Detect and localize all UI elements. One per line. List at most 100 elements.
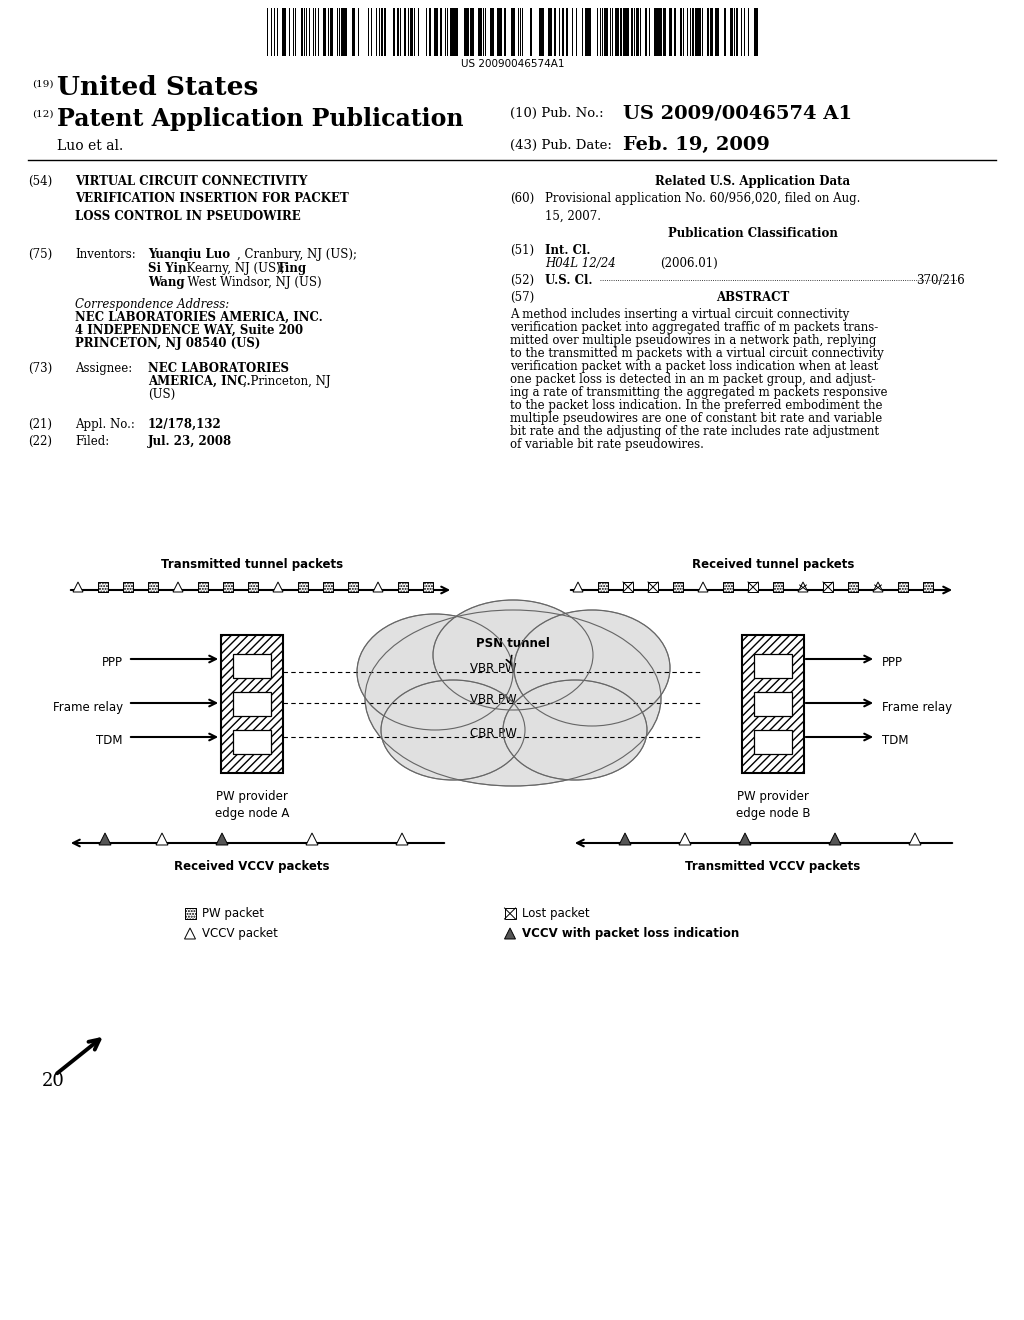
Text: Received VCCV packets: Received VCCV packets <box>174 861 330 873</box>
Text: TDM: TDM <box>882 734 908 747</box>
Polygon shape <box>573 582 583 591</box>
Text: (19): (19) <box>32 81 53 88</box>
Bar <box>323 582 333 591</box>
Bar <box>673 582 683 591</box>
Text: Appl. No.:: Appl. No.: <box>75 418 135 432</box>
Text: Correspondence Address:: Correspondence Address: <box>75 298 229 312</box>
Text: 370/216: 370/216 <box>916 275 965 286</box>
Ellipse shape <box>503 680 647 780</box>
Bar <box>323 582 333 591</box>
Text: Received tunnel packets: Received tunnel packets <box>692 558 854 572</box>
Bar <box>715 8 717 55</box>
Ellipse shape <box>433 601 593 710</box>
Text: 12/178,132: 12/178,132 <box>148 418 222 432</box>
Bar <box>233 692 271 715</box>
Bar <box>398 582 408 591</box>
Bar <box>123 582 133 591</box>
Text: verification packet with a packet loss indication when at least: verification packet with a packet loss i… <box>510 360 879 374</box>
Text: Yuanqiu Luo: Yuanqiu Luo <box>148 248 230 261</box>
Ellipse shape <box>365 610 662 785</box>
Polygon shape <box>679 833 691 845</box>
Bar <box>540 8 543 55</box>
Bar <box>617 8 618 55</box>
Bar <box>598 582 608 591</box>
Bar <box>198 582 208 591</box>
Text: one packet loss is detected in an m packet group, and adjust-: one packet loss is detected in an m pack… <box>510 374 876 385</box>
Text: Luo et al.: Luo et al. <box>57 139 123 153</box>
Bar <box>452 8 455 55</box>
Text: bit rate and the adjusting of the rate includes rate adjustment: bit rate and the adjusting of the rate i… <box>510 425 879 438</box>
Bar <box>731 8 733 55</box>
Text: Lost packet: Lost packet <box>522 907 590 920</box>
Bar <box>123 582 133 591</box>
Bar <box>754 692 792 715</box>
Text: Feb. 19, 2009: Feb. 19, 2009 <box>623 136 770 154</box>
Text: PW provider
edge node B: PW provider edge node B <box>736 789 810 820</box>
Polygon shape <box>739 833 751 845</box>
Polygon shape <box>396 833 408 845</box>
Bar <box>198 582 208 591</box>
Text: , Cranbury, NJ (US);: , Cranbury, NJ (US); <box>237 248 357 261</box>
Bar <box>623 582 633 591</box>
Text: (US): (US) <box>148 388 175 401</box>
Text: (75): (75) <box>28 248 52 261</box>
Bar <box>221 635 283 774</box>
Bar <box>598 582 608 591</box>
Text: verification packet into aggregated traffic of m packets trans-: verification packet into aggregated traf… <box>510 321 879 334</box>
Text: Provisional application No. 60/956,020, filed on Aug.
15, 2007.: Provisional application No. 60/956,020, … <box>545 191 860 223</box>
Text: Si Yin: Si Yin <box>148 261 186 275</box>
Text: (22): (22) <box>28 436 52 447</box>
Text: US 20090046574A1: US 20090046574A1 <box>461 59 564 69</box>
Text: TDM: TDM <box>96 734 123 747</box>
Text: 4 INDEPENDENCE WAY, Suite 200: 4 INDEPENDENCE WAY, Suite 200 <box>75 323 303 337</box>
Polygon shape <box>99 833 111 845</box>
Text: Wang: Wang <box>148 276 184 289</box>
Bar <box>98 582 108 591</box>
Bar <box>423 582 433 591</box>
Text: PPP: PPP <box>102 656 123 669</box>
Bar <box>724 8 726 55</box>
Text: Publication Classification: Publication Classification <box>668 227 838 240</box>
Polygon shape <box>373 582 383 591</box>
Bar <box>410 8 412 55</box>
Text: (57): (57) <box>510 290 535 304</box>
Text: PPP: PPP <box>882 656 903 669</box>
Text: H04L 12/24: H04L 12/24 <box>545 257 615 271</box>
Bar <box>464 8 466 55</box>
Text: (52): (52) <box>510 275 535 286</box>
Bar <box>248 582 258 591</box>
Polygon shape <box>173 582 183 591</box>
Polygon shape <box>909 833 921 845</box>
Text: VBR PW: VBR PW <box>470 663 516 675</box>
Text: , Princeton, NJ: , Princeton, NJ <box>243 375 331 388</box>
Polygon shape <box>273 582 283 591</box>
Text: to the transmitted m packets with a virtual circuit connectivity: to the transmitted m packets with a virt… <box>510 347 884 360</box>
Polygon shape <box>618 833 631 845</box>
Text: to the packet loss indication. In the preferred embodiment the: to the packet loss indication. In the pr… <box>510 399 883 412</box>
Polygon shape <box>698 582 708 591</box>
Bar <box>754 730 792 754</box>
Bar <box>754 653 792 678</box>
Bar <box>148 582 158 591</box>
Bar <box>341 8 343 55</box>
Bar <box>848 582 858 591</box>
Polygon shape <box>156 833 168 845</box>
Bar <box>756 8 758 55</box>
Text: VBR PW: VBR PW <box>470 693 516 706</box>
Ellipse shape <box>357 614 513 730</box>
Text: (60): (60) <box>510 191 535 205</box>
Bar <box>923 582 933 591</box>
Bar <box>823 582 833 591</box>
Bar <box>298 582 308 591</box>
Bar <box>344 8 347 55</box>
Bar <box>440 8 442 55</box>
Bar <box>848 582 858 591</box>
Bar <box>723 582 733 591</box>
Text: Inventors:: Inventors: <box>75 248 136 261</box>
Text: mitted over multiple pseudowires in a network path, replying: mitted over multiple pseudowires in a ne… <box>510 334 877 347</box>
Polygon shape <box>184 928 196 939</box>
Bar <box>284 8 286 55</box>
Bar <box>773 582 783 591</box>
Polygon shape <box>216 833 228 845</box>
Text: NEC LABORATORIES: NEC LABORATORIES <box>148 362 289 375</box>
